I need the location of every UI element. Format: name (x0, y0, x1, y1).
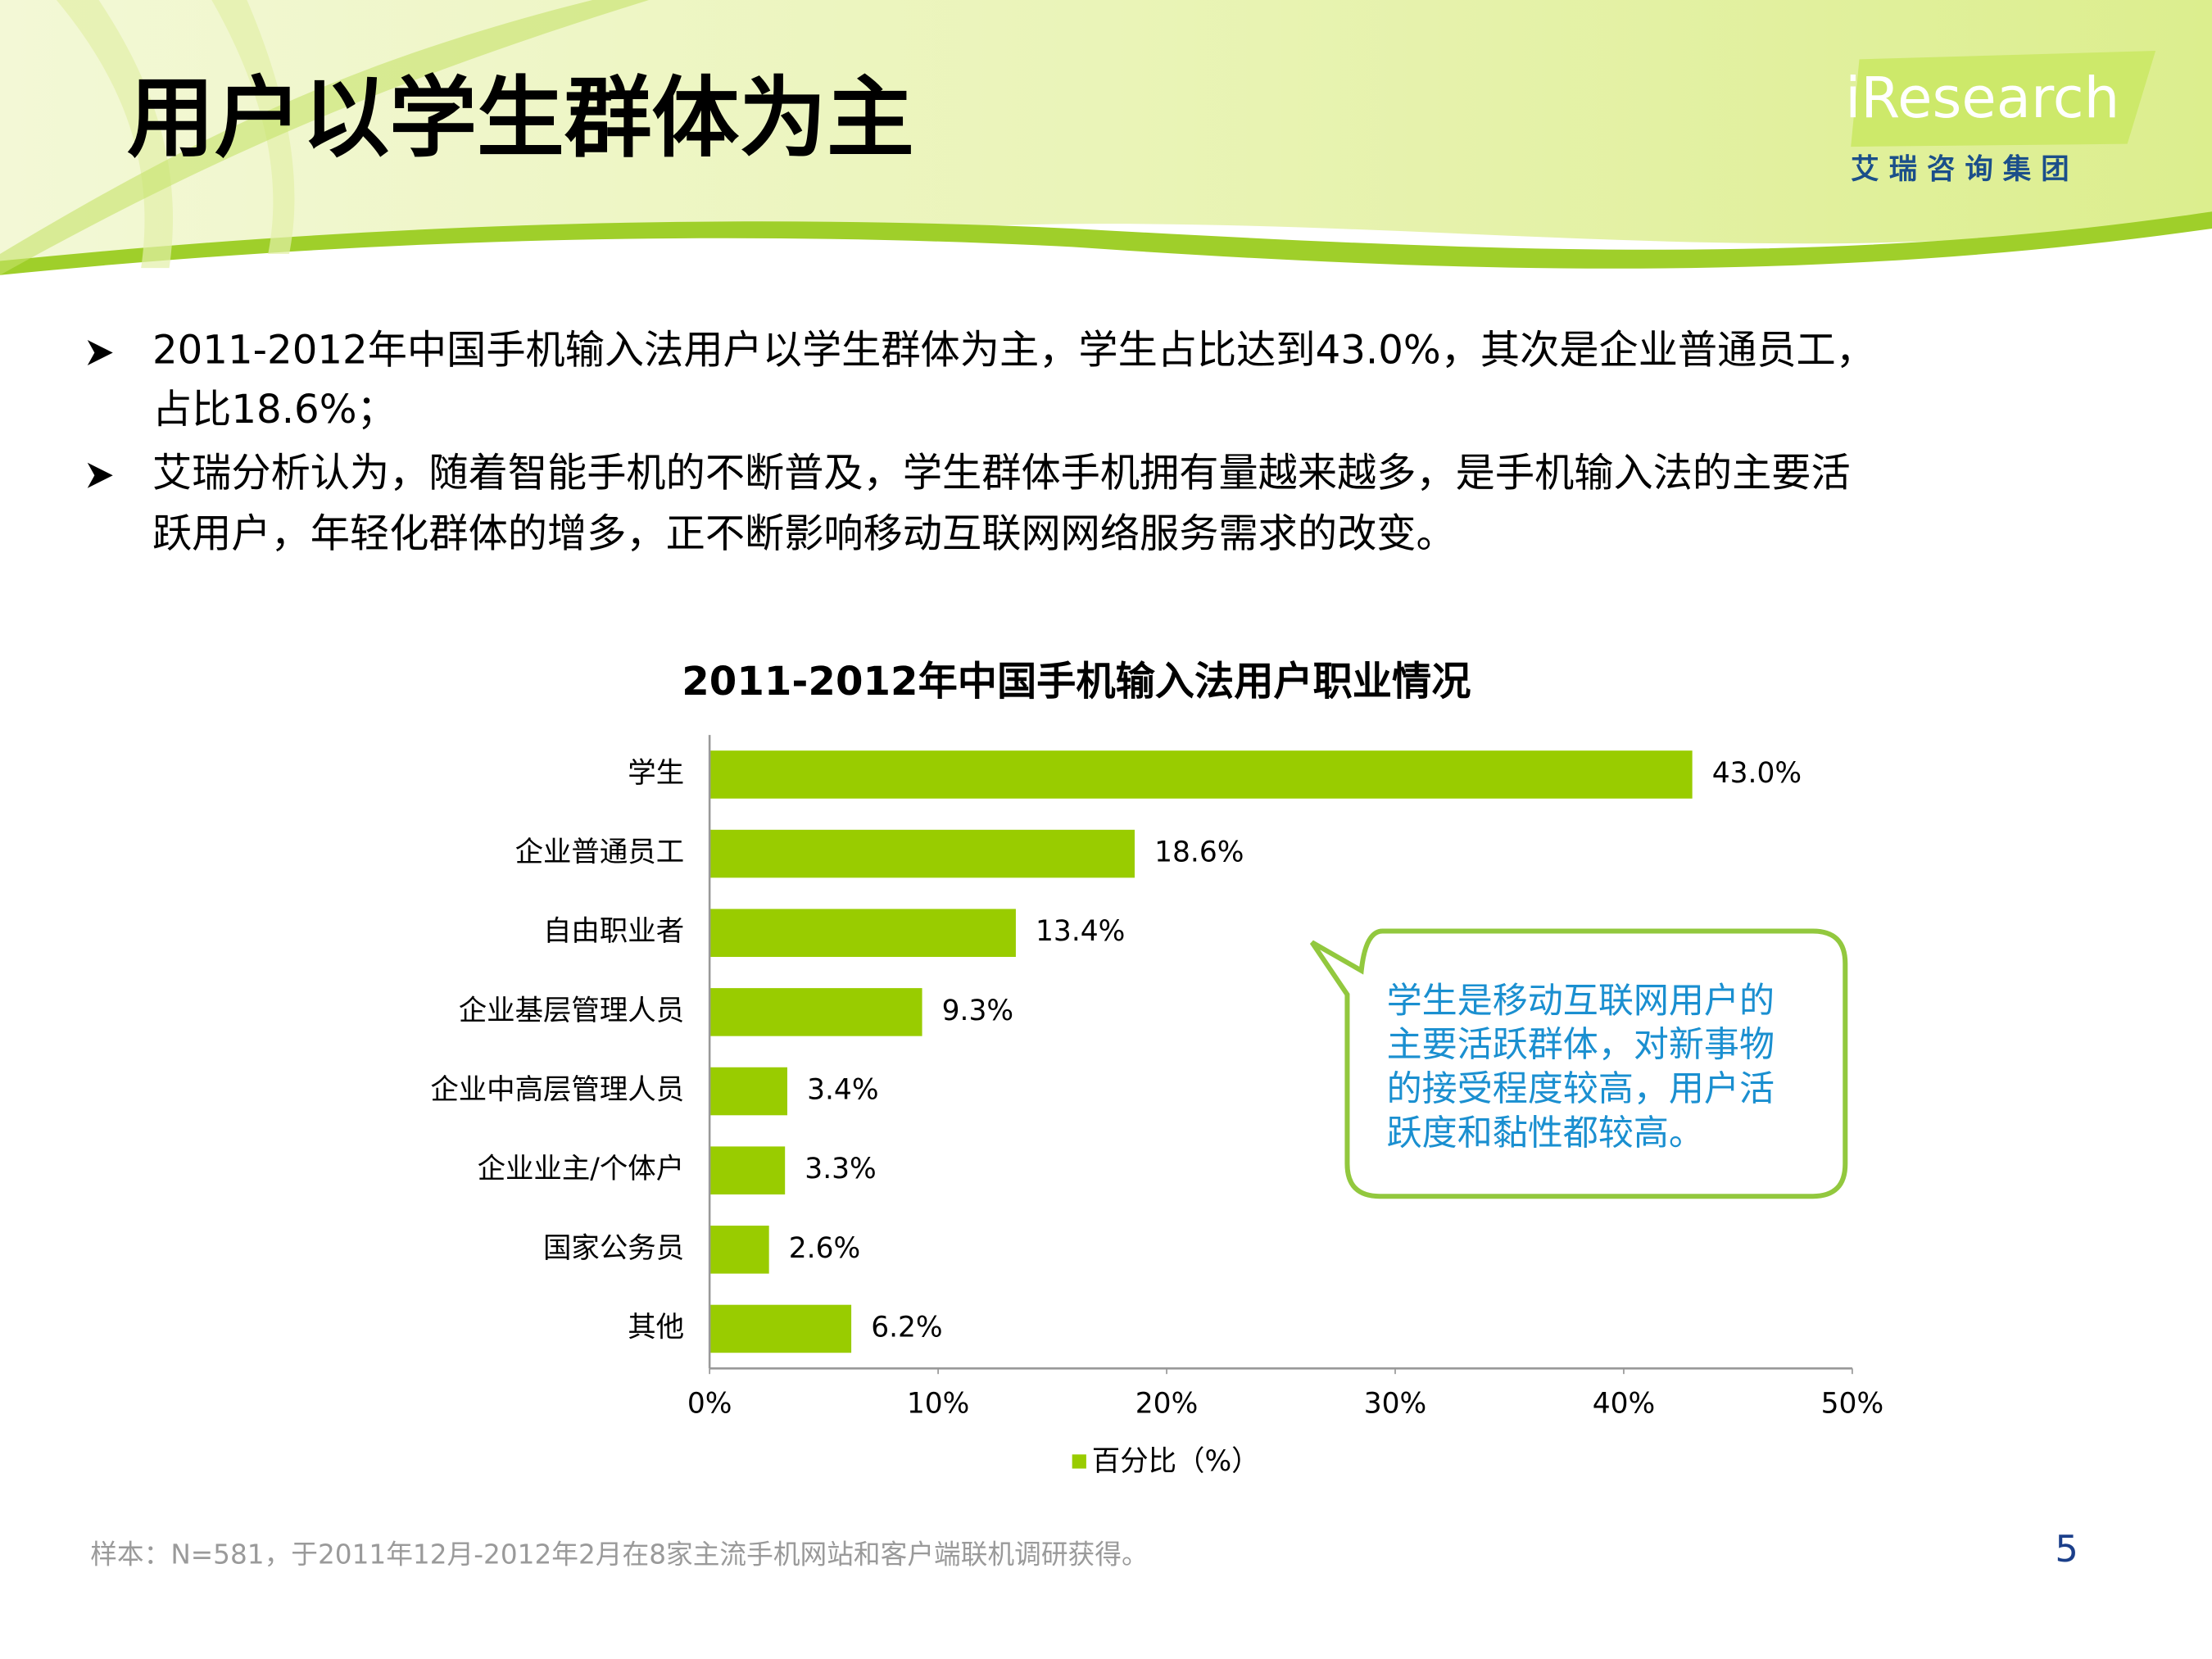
x-tick-label: 20% (1135, 1388, 1199, 1421)
x-tick-label: 0% (687, 1388, 732, 1421)
x-tick-label: 10% (907, 1388, 970, 1421)
value-label: 3.4% (807, 1074, 878, 1107)
y-tick-label: 自由职业者 (543, 915, 684, 948)
bar (709, 988, 922, 1036)
x-tick-label: 40% (1593, 1388, 1656, 1421)
bar (709, 1067, 787, 1116)
chart: 2011-2012年中国手机输入法用户职业情况 0% 10% 20% 30% 40% 50%… (430, 659, 1883, 1478)
bar (709, 1226, 769, 1274)
header-background (0, 0, 2212, 275)
page-number: 5 (2055, 1527, 2078, 1571)
value-label: 2.6% (789, 1232, 860, 1265)
bullet-list: 2011-2012年中国手机输入法用户以学生群体为主，学生占比达到43.0%，其… (87, 327, 1875, 556)
callout-text: 学生是移动互联网用户的主要活跃群体，对新事物的接受程度较高，用户活跃度和黏性都较… (1387, 981, 1775, 1154)
value-label: 3.3% (805, 1153, 876, 1185)
callout (1309, 928, 1848, 1199)
slide-title: 用户以学生群体为主 (127, 68, 914, 170)
callout-line: 的接受程度较高，用户活 (1387, 1069, 1775, 1110)
y-tick-label: 其他 (628, 1311, 684, 1344)
logo-backdrop (1851, 50, 2156, 147)
logo-name: iResearch (1845, 66, 2119, 131)
callout-line: 主要活跃群体，对新事物 (1387, 1025, 1775, 1066)
legend-label: 百分比（%） (1092, 1445, 1260, 1478)
y-tick-label: 企业基层管理人员 (459, 995, 684, 1027)
x-tick-label: 50% (1821, 1388, 1884, 1421)
value-label: 18.6% (1154, 836, 1244, 869)
callout-line: 跃度和黏性都较高。 (1387, 1113, 1704, 1154)
x-tick-label: 30% (1364, 1388, 1427, 1421)
y-tick-label: 学生 (628, 757, 684, 790)
value-label: 13.4% (1036, 915, 1125, 948)
y-tick-label: 企业中高层管理人员 (430, 1074, 684, 1107)
value-label: 43.0% (1712, 757, 1802, 790)
logo-subtitle: 艾 瑞 咨 询 集 团 (1851, 153, 2069, 186)
bullet-text: 跃用户，年轻化群体的增多，正不断影响移动互联网网络服务需求的改变。 (152, 510, 1456, 556)
y-tick-label: 企业业主/个体户 (478, 1153, 685, 1185)
bullet-text: 占比18.6%； (152, 387, 397, 433)
chart-title: 2011-2012年中国手机输入法用户职业情况 (682, 659, 1471, 705)
footnote: 样本：N=581，于2011年12月-2012年2月在8家主流手机网站和客户端联… (90, 1539, 1148, 1570)
value-label: 9.3% (942, 995, 1013, 1027)
legend-swatch (1072, 1454, 1086, 1469)
bullet-text: 艾瑞分析认为，随着智能手机的不断普及，学生群体手机拥有量越来越多，是手机输入法的… (152, 450, 1851, 496)
y-tick-label: 国家公务员 (543, 1232, 684, 1265)
bar (709, 1146, 786, 1194)
bar (709, 1304, 852, 1353)
value-label: 6.2% (871, 1311, 942, 1344)
bullet-text: 2011-2012年中国手机输入法用户以学生群体为主，学生占比达到43.0%，其… (152, 327, 1875, 373)
y-tick-label: 企业普通员工 (515, 836, 685, 869)
bar (709, 829, 1135, 878)
callout-line: 学生是移动互联网用户的 (1387, 981, 1775, 1022)
bullet-arrow (87, 339, 113, 365)
bullet-arrow (87, 462, 113, 488)
bar (709, 909, 1016, 958)
bar (709, 750, 1693, 799)
